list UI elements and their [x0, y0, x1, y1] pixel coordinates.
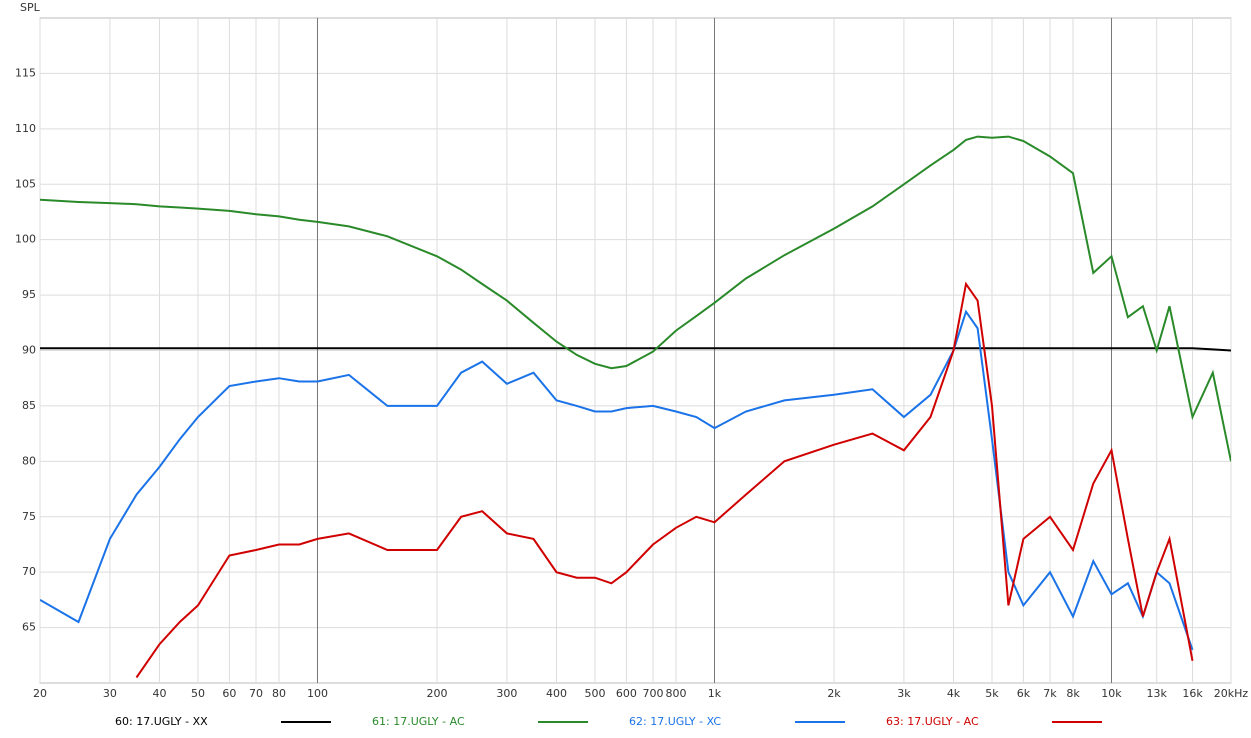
x-tick-label: 20 — [33, 687, 47, 700]
x-tick-label: 60 — [222, 687, 236, 700]
x-tick-label: 800 — [666, 687, 687, 700]
x-tick-label: 500 — [584, 687, 605, 700]
y-tick-label: 115 — [15, 66, 36, 79]
x-tick-label: 100 — [307, 687, 328, 700]
x-tick-label: 70 — [249, 687, 263, 700]
x-tick-label: 400 — [546, 687, 567, 700]
y-tick-label: 95 — [22, 288, 36, 301]
y-tick-label: 85 — [22, 399, 36, 412]
y-tick-label: 75 — [22, 510, 36, 523]
x-tick-label: 40 — [153, 687, 167, 700]
x-tick-label: 8k — [1066, 687, 1080, 700]
x-tick-label: 300 — [496, 687, 517, 700]
x-tick-label: 2k — [827, 687, 841, 700]
x-tick-label: 3k — [897, 687, 911, 700]
legend-label: 62: 17.UGLY - XC — [629, 715, 721, 728]
y-tick-label: 90 — [22, 344, 36, 357]
x-tick-label: 5k — [985, 687, 999, 700]
x-tick-label: 20kHz — [1214, 687, 1249, 700]
y-tick-label: 65 — [22, 621, 36, 634]
series-line — [40, 135, 1231, 462]
legend-label: 63: 17.UGLY - AC — [886, 715, 979, 728]
x-tick-label: 4k — [947, 687, 961, 700]
x-tick-label: 10k — [1101, 687, 1122, 700]
y-axis-label: SPL — [20, 1, 41, 14]
y-tick-label: 100 — [15, 233, 36, 246]
x-tick-label: 7k — [1043, 687, 1057, 700]
x-tick-label: 600 — [616, 687, 637, 700]
y-tick-label: 80 — [22, 454, 36, 467]
y-tick-label: 110 — [15, 122, 36, 135]
y-tick-label: 105 — [15, 177, 36, 190]
x-tick-label: 700 — [642, 687, 663, 700]
x-tick-label: 16k — [1182, 687, 1203, 700]
series-line — [135, 281, 1194, 679]
x-tick-label: 80 — [272, 687, 286, 700]
x-tick-label: 200 — [427, 687, 448, 700]
x-tick-label: 30 — [103, 687, 117, 700]
x-tick-label: 50 — [191, 687, 205, 700]
x-tick-label: 1k — [708, 687, 722, 700]
legend-label: 60: 17.UGLY - XX — [115, 715, 208, 728]
series-line — [40, 309, 1194, 651]
x-tick-label: 13k — [1147, 687, 1168, 700]
series-line — [40, 347, 1231, 352]
legend-label: 61: 17.UGLY - AC — [372, 715, 465, 728]
x-tick-label: 6k — [1017, 687, 1031, 700]
y-tick-label: 70 — [22, 565, 36, 578]
